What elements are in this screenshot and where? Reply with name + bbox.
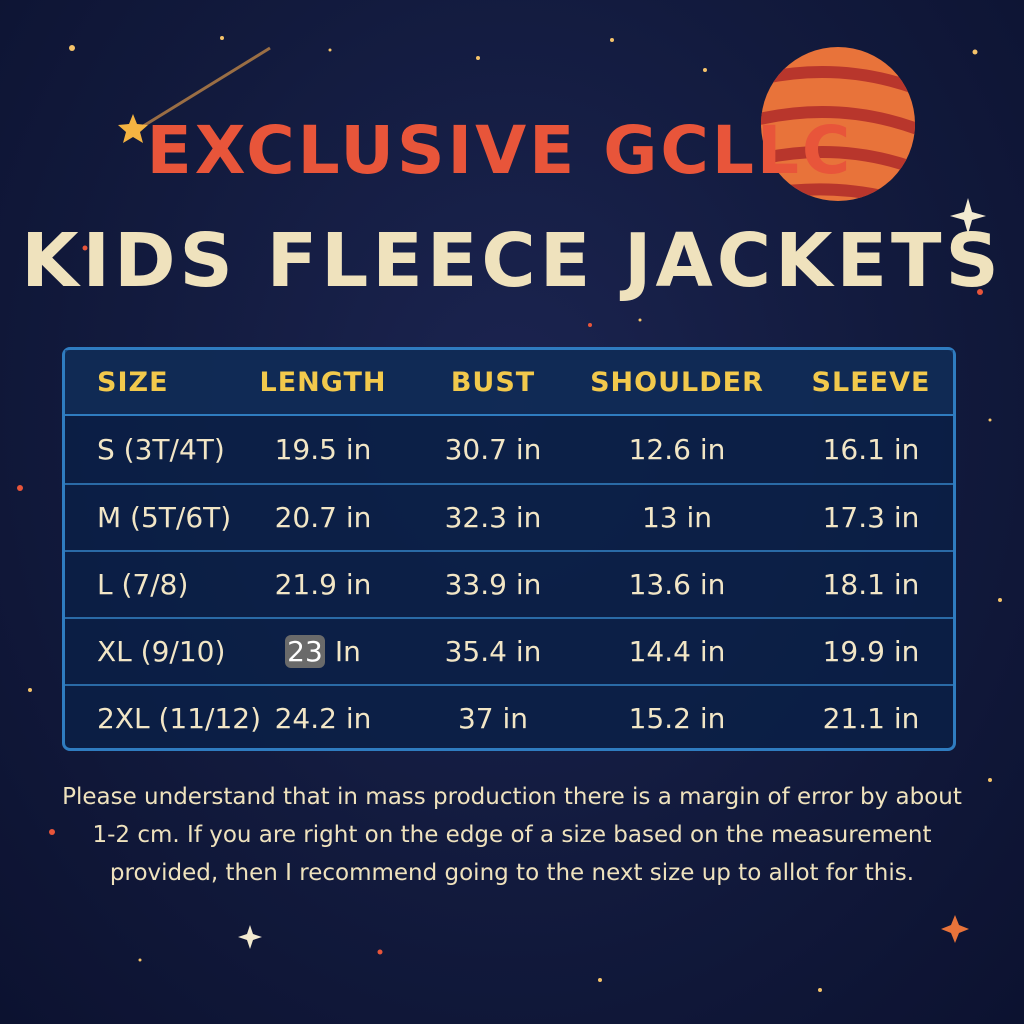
cell-length: 21.9 in bbox=[274, 568, 372, 601]
cell-bust: 30.7 in bbox=[444, 433, 542, 466]
table-row: XL (9/10) 23 In 35.4 in 14.4 in 19.9 in bbox=[65, 617, 953, 684]
planet-icon bbox=[761, 47, 915, 201]
header-shoulder: SHOULDER bbox=[590, 366, 764, 398]
cell-size: 2XL (11/12) bbox=[97, 702, 262, 735]
header-size: SIZE bbox=[97, 366, 169, 398]
header-length: LENGTH bbox=[259, 366, 387, 398]
cell-bust: 37 in bbox=[457, 702, 529, 735]
cell-bust: 33.9 in bbox=[444, 568, 542, 601]
shooting-star-icon bbox=[118, 46, 271, 143]
table-row: M (5T/6T) 20.7 in 32.3 in 13 in 17.3 in bbox=[65, 483, 953, 550]
cell-size: S (3T/4T) bbox=[97, 433, 225, 466]
header-sleeve: SLEEVE bbox=[811, 366, 931, 398]
cell-shoulder: 12.6 in bbox=[628, 433, 726, 466]
cell-size: L (7/8) bbox=[97, 568, 189, 601]
header-bust: BUST bbox=[450, 366, 536, 398]
cell-shoulder: 14.4 in bbox=[628, 635, 726, 668]
cell-bust: 32.3 in bbox=[444, 501, 542, 534]
cell-length: 24.2 in bbox=[274, 702, 372, 735]
title-product: KIDS FLEECE JACKETS bbox=[21, 218, 1003, 304]
cell-bust: 35.4 in bbox=[444, 635, 542, 668]
cell-sleeve: 17.3 in bbox=[822, 501, 920, 534]
table-row: L (7/8) 21.9 in 33.9 in 13.6 in 18.1 in bbox=[65, 550, 953, 617]
highlighted-value: 23 bbox=[285, 635, 325, 668]
table-row: 2XL (11/12) 24.2 in 37 in 15.2 in 21.1 i… bbox=[65, 684, 953, 751]
cell-size: XL (9/10) bbox=[97, 635, 226, 668]
cell-shoulder: 13 in bbox=[641, 501, 713, 534]
cell-sleeve: 19.9 in bbox=[822, 635, 920, 668]
table-row: S (3T/4T) 19.5 in 30.7 in 12.6 in 16.1 i… bbox=[65, 416, 953, 483]
cell-sleeve: 16.1 in bbox=[822, 433, 920, 466]
cell-sleeve: 18.1 in bbox=[822, 568, 920, 601]
cell-shoulder: 13.6 in bbox=[628, 568, 726, 601]
cell-length: 19.5 in bbox=[274, 433, 372, 466]
size-chart-table: SIZE LENGTH BUST SHOULDER SLEEVE S (3T/4… bbox=[62, 347, 956, 751]
stars bbox=[17, 36, 1002, 992]
cell-length: 20.7 in bbox=[274, 501, 372, 534]
title-brand: EXCLUSIVE GCLLC bbox=[146, 112, 854, 189]
sparkle-star-icon bbox=[238, 198, 986, 949]
cell-shoulder: 15.2 in bbox=[628, 702, 726, 735]
unit: In bbox=[334, 635, 361, 668]
cell-size: M (5T/6T) bbox=[97, 501, 232, 534]
sizing-note: Please understand that in mass productio… bbox=[62, 784, 962, 886]
table-header-row: SIZE LENGTH BUST SHOULDER SLEEVE bbox=[65, 350, 953, 416]
cell-length: 23 In bbox=[233, 635, 413, 668]
cell-sleeve: 21.1 in bbox=[822, 702, 920, 735]
